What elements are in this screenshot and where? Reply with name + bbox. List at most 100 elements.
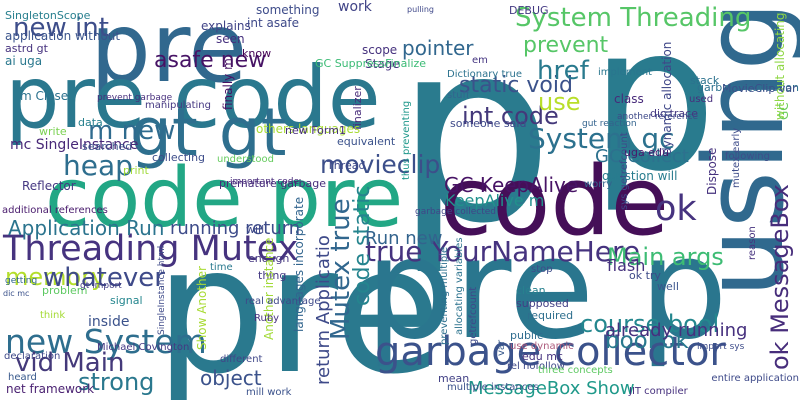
word-19: course bool: [580, 310, 720, 338]
word-6: pre code: [5, 48, 381, 148]
word-35: movieclip: [320, 150, 441, 179]
word-68: stuff: [447, 90, 470, 101]
word-81: write: [39, 125, 67, 138]
word-109: supposed: [516, 297, 569, 310]
word-50: application without: [5, 29, 121, 43]
word-127: stop: [531, 264, 553, 275]
word-149: mutex early: [731, 127, 742, 188]
word-72: uga edu: [624, 146, 669, 159]
word-51: astrd gt: [5, 42, 48, 55]
word-89: new Form1: [285, 124, 346, 137]
word-133: use dynamic: [510, 341, 574, 352]
word-42: GC KeepAlive: [444, 173, 579, 197]
word-0: p: [395, 0, 554, 278]
word-114: three concepts: [538, 365, 613, 376]
word-11: System Threading: [515, 3, 752, 33]
word-129: additional references: [2, 205, 108, 216]
word-12: Threading Mutex: [3, 229, 299, 269]
word-85: understood: [217, 154, 275, 165]
word-49: SingletonScope: [5, 9, 91, 22]
word-37: Main args: [607, 243, 724, 271]
word-10: garbage collector: [375, 329, 726, 375]
word-21: vid Main: [15, 348, 125, 378]
word-80: data: [78, 116, 103, 129]
word-86: equivalent: [337, 135, 396, 148]
word-70: someone said: [450, 117, 527, 130]
word-46: running return: [170, 218, 301, 239]
word-130: mill work: [246, 387, 292, 398]
word-7: gt gt: [130, 94, 287, 171]
word-106: Ruby: [254, 313, 280, 324]
word-36: Application Run: [8, 216, 165, 240]
word-141: preventing multiple: [439, 246, 450, 345]
word-102: Show Another: [195, 266, 209, 350]
word-25: strong: [78, 368, 155, 396]
word-65: MovieClip var: [722, 82, 797, 95]
word-90: net framework: [6, 382, 95, 396]
word-126: DEBUG: [509, 4, 549, 17]
word-67: em: [472, 55, 488, 66]
word-112: edu mc: [522, 350, 563, 363]
word-105: real advantage: [245, 296, 321, 307]
word-71: dynamic allocation: [660, 41, 674, 155]
word-47: KeepAlive m: [445, 191, 545, 210]
word-48: flash: [607, 256, 646, 275]
word-94: think: [40, 310, 66, 321]
word-57: Stage: [365, 57, 400, 71]
word-97: dic mc: [3, 289, 30, 298]
word-134: heard: [8, 372, 37, 383]
word-104: languages incorporate: [292, 196, 306, 332]
word-142: allocating variables: [454, 237, 465, 335]
word-111: public: [510, 329, 544, 342]
word-41: return Applicatio: [313, 235, 334, 385]
word-84: premature garbage: [219, 177, 327, 190]
word-13: true YourNameHere: [365, 235, 641, 268]
word-139: important code: [230, 177, 300, 187]
word-73: following: [725, 151, 770, 162]
word-1: p: [590, 0, 717, 216]
word-9: pre p: [365, 208, 728, 371]
word-69: class: [614, 92, 644, 106]
word-60: dic trace: [650, 107, 698, 120]
word-64: stack: [690, 74, 720, 87]
word-54: mc SingleInstance: [10, 137, 139, 153]
word-103: Another instance: [262, 237, 276, 340]
word-123: know: [242, 47, 272, 60]
word-151: sys getrefcount: [619, 132, 630, 210]
word-38: bool ok: [605, 328, 689, 354]
word-55: explains: [201, 19, 251, 33]
word-140: SingleInstance html: [157, 245, 167, 335]
word-31: prevent: [523, 33, 609, 58]
word-146: gut reaction: [582, 119, 637, 129]
word-83: collecting: [152, 151, 206, 164]
word-96: getting: [5, 276, 38, 286]
word-20: new System: [5, 322, 207, 361]
word-150: reason: [747, 226, 758, 260]
word-75: worry: [584, 179, 613, 190]
word-93: signal: [110, 294, 143, 307]
word-78: manipulating: [145, 100, 211, 111]
word-33: href: [537, 56, 589, 86]
word-63: GC: [777, 102, 791, 120]
word-115: mean: [438, 372, 470, 385]
word-32: static void: [459, 73, 573, 98]
word-56: scope: [362, 43, 398, 57]
word-124: finally m: [221, 58, 235, 110]
word-87: Thread: [327, 159, 366, 172]
word-91: problem: [42, 284, 88, 297]
word-61: garbage collection: [697, 81, 799, 94]
word-34: use: [538, 88, 581, 116]
word-132: JIT compiler: [629, 386, 688, 397]
word-143: getrefcount: [468, 286, 479, 345]
word-30: pointer: [402, 36, 474, 60]
word-138: gt import: [80, 281, 122, 291]
word-98: time: [210, 262, 233, 273]
word-58: GC SuppressFinalize: [315, 57, 427, 70]
word-66: used: [689, 94, 714, 105]
word-99: will: [246, 223, 265, 236]
word-122: seen: [216, 32, 245, 46]
word-40: Run new: [365, 228, 443, 249]
word-15: int code: [462, 102, 559, 130]
word-101: thing: [258, 269, 287, 282]
